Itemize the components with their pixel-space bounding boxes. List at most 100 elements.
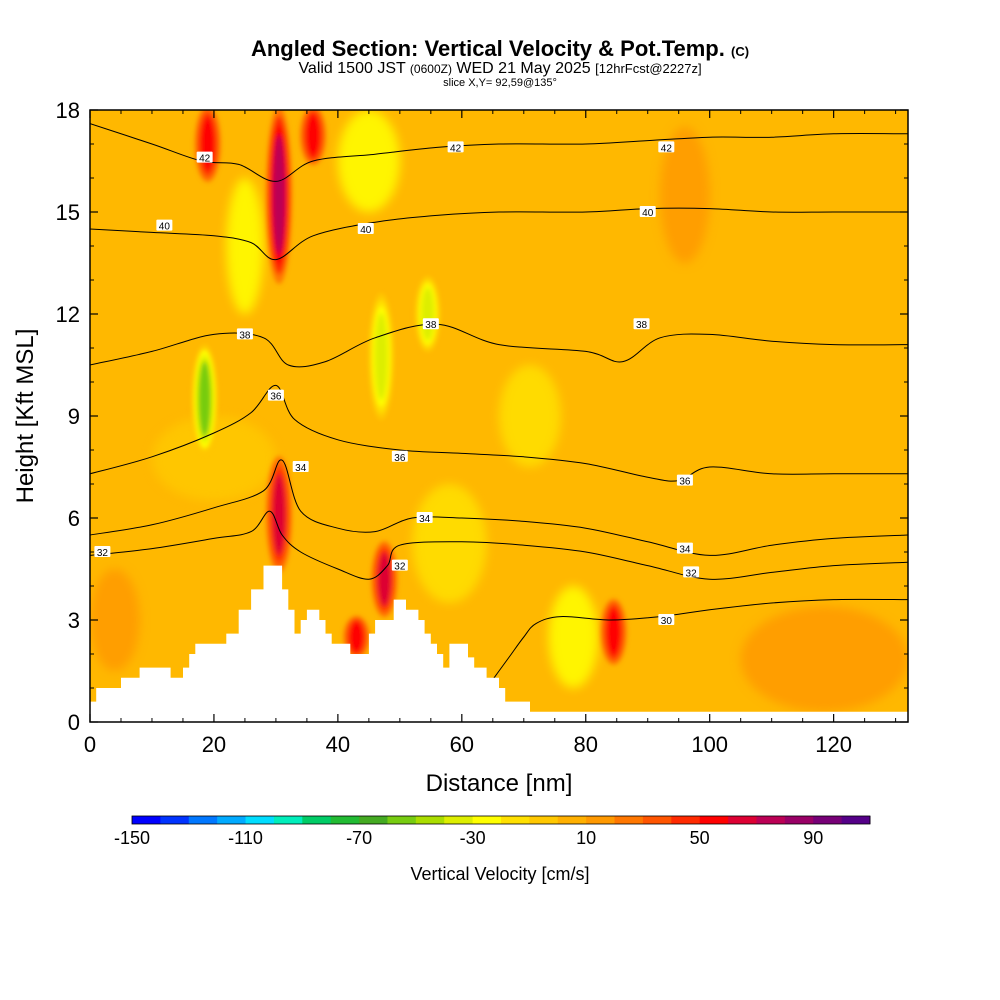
contour-label: 36 [391,450,408,464]
colorbar-swatch [784,816,814,824]
updraft-core [607,608,620,656]
updraft-core [272,134,286,256]
x-tick-label: 100 [691,732,728,757]
contour-label-text: 42 [450,143,462,154]
field-region [226,178,264,314]
contour-label-text: 32 [97,548,109,559]
y-tick-label: 3 [68,608,80,633]
contour-label-text: 34 [295,463,307,474]
contour-label: 36 [267,389,284,403]
y-tick-label: 12 [56,302,80,327]
contour-label-text: 32 [686,568,698,579]
x-tick-label: 80 [574,732,598,757]
contour-label: 40 [156,219,173,233]
colorbar-swatch [557,816,587,824]
colorbar-tick-label: -30 [460,828,486,848]
contour-label: 38 [422,318,439,331]
contour-label-text: 36 [679,477,691,488]
colorbar-swatch [472,816,502,824]
colorbar-label: Vertical Velocity [cm/s] [410,864,589,884]
isentrope-40 [90,207,908,261]
field-region [499,365,561,467]
colorbar-swatch [813,816,843,824]
x-tick-label: 0 [84,732,96,757]
colorbar-swatch [586,816,616,824]
slice-label: slice X,Y= 92,59@135° [443,77,557,89]
contour-label: 30 [658,614,675,627]
contour-label-text: 38 [425,320,437,331]
field-region [740,606,908,712]
colorbar-tick-label: 50 [690,828,710,848]
contour-label-text: 40 [159,222,171,233]
colorbar-swatch [217,816,247,824]
colorbar-swatch [501,816,530,824]
contour-label: 34 [676,542,693,556]
isentrope-36 [90,384,908,482]
contour-label-text: 34 [419,514,431,525]
colorbar-tick-label: -150 [114,828,150,848]
y-axis-label: Height [Kft MSL] [12,329,39,504]
chart-title: Angled Section: Vertical Velocity & Pot.… [250,36,750,61]
colorbar-swatch [359,816,388,824]
colorbar-frame [131,815,871,825]
colorbar-swatch [614,816,644,824]
field-region [548,586,599,688]
colorbar-swatch [188,816,218,824]
contour-label: 34 [416,512,433,525]
downdraft-core [421,287,434,341]
contour-label: 38 [633,318,650,331]
downdraft-core [375,313,388,400]
x-tick-label: 60 [450,732,474,757]
contour-label: 42 [196,151,213,165]
colorbar-swatch [728,816,757,824]
contour-label-text: 36 [394,453,406,464]
field-region [90,569,140,671]
downdraft-core [198,361,211,437]
isentrope-34 [90,459,908,556]
updraft-core [306,114,320,157]
contour-label: 36 [676,474,693,488]
contour-label: 42 [658,141,675,154]
colorbar-swatch [415,816,445,824]
colorbar-swatch [699,816,729,824]
colorbar-swatch [132,816,161,824]
contour-label-text: 36 [270,392,282,403]
contour-label: 32 [683,566,700,579]
x-tick-label: 40 [326,732,350,757]
contour-label-text: 30 [661,616,673,627]
colorbar-tick-label: -110 [228,828,263,848]
field-region [151,416,276,501]
y-tick-label: 6 [68,506,80,531]
contour-label: 38 [236,328,253,341]
contour-label-text: 38 [636,320,648,331]
contour-label: 40 [639,206,656,219]
colorbar-swatch [529,816,559,824]
colorbar-swatch [756,816,786,824]
field-region [337,110,400,212]
contour-label: 42 [447,141,464,154]
contour-label-text: 42 [661,143,673,154]
colorbar-swatch [330,816,360,824]
contour-label: 40 [357,223,374,236]
isentrope-30 [486,598,908,689]
terrain-mask [90,565,908,722]
updraft-core [272,474,286,555]
colorbar-swatch [245,816,275,824]
colorbar-tick-label: 90 [803,828,823,848]
x-axis-label: Distance [nm] [426,770,573,797]
colorbar-swatch [160,816,190,824]
contour-label: 34 [292,461,309,474]
contour-label: 32 [391,559,408,573]
chart-subtitle: Valid 1500 JST (0600Z) WED 21 May 2025 [… [298,60,702,77]
colorbar-swatch [387,816,417,824]
y-tick-label: 15 [56,200,80,225]
colorbar-swatch [302,816,332,824]
contour-label-text: 38 [239,330,251,341]
y-tick-label: 9 [68,404,80,429]
y-tick-label: 0 [68,710,80,735]
contour-label-text: 40 [642,208,654,219]
contour-label: 32 [94,546,111,559]
y-tick-label: 18 [56,98,80,123]
colorbar-swatch [841,816,871,824]
